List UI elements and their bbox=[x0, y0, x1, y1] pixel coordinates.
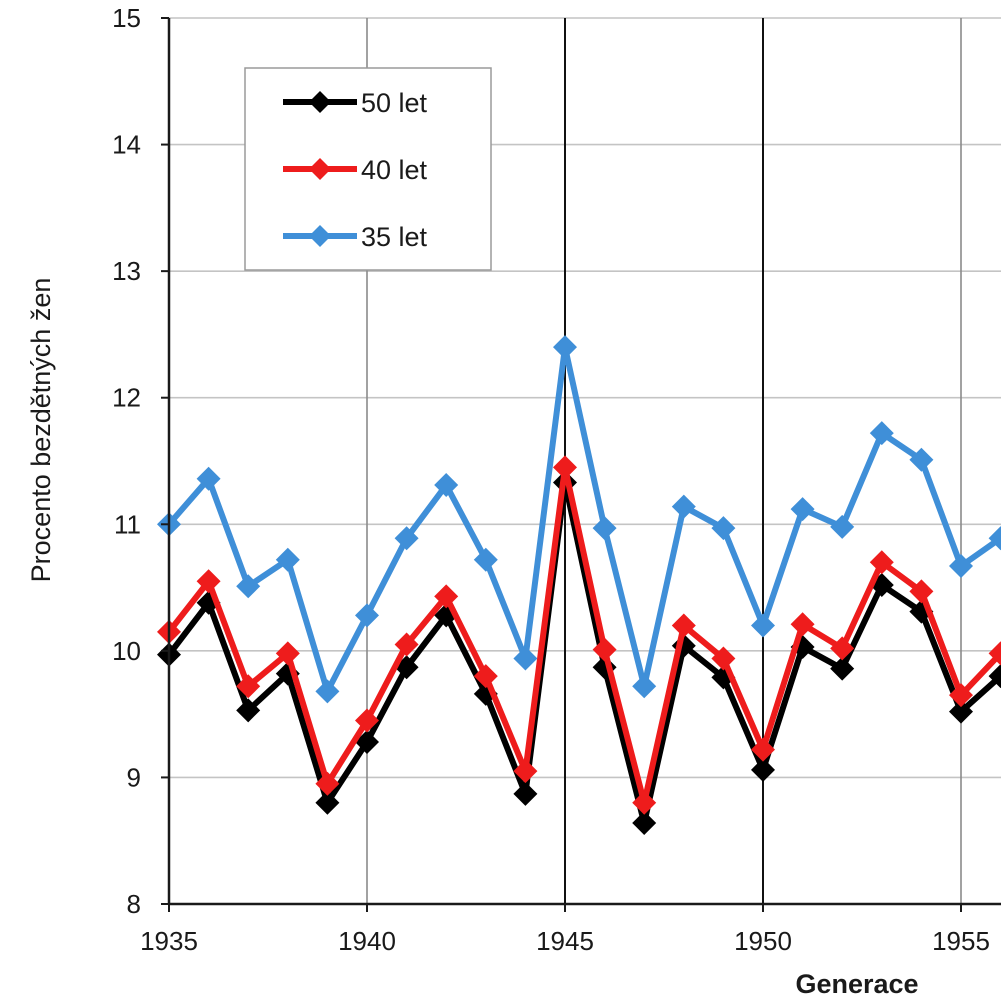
data-point bbox=[830, 636, 855, 661]
data-point bbox=[355, 708, 379, 733]
data-point bbox=[869, 550, 894, 575]
data-point bbox=[394, 632, 419, 657]
data-point bbox=[632, 790, 657, 815]
x-tick-label: 1955 bbox=[932, 926, 990, 956]
legend-swatch-marker bbox=[309, 91, 331, 113]
data-point bbox=[949, 554, 973, 579]
data-point bbox=[315, 771, 340, 796]
y-tick-label: 15 bbox=[112, 3, 141, 33]
data-point bbox=[988, 526, 1001, 551]
legend-swatch-marker bbox=[309, 225, 331, 247]
data-point bbox=[553, 335, 577, 360]
data-point bbox=[869, 421, 894, 446]
series-35-let bbox=[157, 335, 1001, 704]
y-axis-title: Procento bezdětných žen bbox=[26, 278, 56, 583]
data-point bbox=[830, 514, 855, 539]
data-point bbox=[751, 613, 775, 638]
data-point bbox=[315, 679, 340, 704]
x-tick-label: 1945 bbox=[536, 926, 594, 956]
x-axis-title: Generace bbox=[795, 969, 918, 999]
data-point bbox=[751, 737, 775, 762]
y-tick-label: 8 bbox=[127, 889, 141, 919]
data-point bbox=[711, 646, 736, 671]
y-tick-label: 14 bbox=[112, 130, 141, 160]
data-point bbox=[236, 698, 261, 723]
y-tick-label: 11 bbox=[114, 509, 141, 539]
data-point bbox=[751, 757, 775, 782]
data-point bbox=[671, 613, 696, 638]
y-tick-label: 13 bbox=[112, 256, 141, 286]
data-point bbox=[988, 641, 1001, 666]
y-tick-label: 10 bbox=[112, 636, 141, 666]
data-point bbox=[592, 516, 617, 541]
series-line bbox=[166, 344, 1001, 695]
series-line bbox=[166, 464, 1001, 806]
data-point bbox=[196, 466, 221, 491]
data-point bbox=[394, 526, 419, 551]
series-40-let bbox=[157, 455, 1001, 815]
data-point bbox=[355, 603, 379, 628]
data-point bbox=[909, 447, 934, 472]
data-point bbox=[355, 729, 379, 754]
data-point bbox=[473, 664, 498, 689]
data-point bbox=[632, 674, 657, 699]
legend-swatch-marker bbox=[309, 158, 331, 180]
data-point bbox=[275, 547, 300, 572]
series-50-let bbox=[157, 470, 1001, 835]
data-point bbox=[236, 674, 261, 699]
data-point bbox=[275, 641, 300, 666]
data-point bbox=[909, 579, 934, 604]
y-tick-label: 9 bbox=[127, 762, 141, 792]
legend: 50 let 40 let 35 let bbox=[244, 67, 492, 271]
data-point bbox=[513, 759, 538, 784]
data-point bbox=[196, 569, 221, 594]
y-tick-label: 12 bbox=[112, 383, 141, 413]
legend-label: 35 let bbox=[361, 222, 428, 252]
data-point bbox=[315, 790, 340, 815]
data-point bbox=[790, 612, 815, 637]
data-point bbox=[988, 664, 1001, 689]
data-point bbox=[553, 455, 577, 480]
legend-label: 50 let bbox=[361, 88, 428, 118]
data-point bbox=[830, 656, 855, 681]
x-tick-label: 1950 bbox=[734, 926, 792, 956]
axes bbox=[161, 17, 1001, 912]
data-point bbox=[513, 781, 538, 806]
data-point bbox=[513, 646, 538, 671]
data-point bbox=[949, 699, 973, 724]
x-tick-label: 1935 bbox=[140, 926, 198, 956]
legend-item: 40 let bbox=[283, 155, 428, 185]
tick-labels: 8 9 10 11 12 13 14 15 1935 1940 1945 1950 1955 bbox=[112, 3, 990, 956]
data-point bbox=[434, 473, 459, 498]
data-point bbox=[592, 637, 617, 662]
legend-label: 40 let bbox=[361, 155, 428, 185]
data-point bbox=[949, 683, 973, 708]
legend-item: 50 let bbox=[283, 88, 428, 118]
data-point bbox=[711, 516, 736, 541]
legend-item: 35 let bbox=[283, 222, 428, 252]
data-point bbox=[632, 810, 657, 835]
data-point bbox=[434, 584, 459, 609]
series-line bbox=[166, 479, 1001, 826]
data-point bbox=[790, 497, 815, 522]
data-point bbox=[236, 574, 261, 599]
data-point bbox=[671, 494, 696, 519]
series-layer bbox=[157, 335, 1001, 835]
data-point bbox=[473, 547, 498, 572]
x-tick-label: 1940 bbox=[338, 926, 396, 956]
